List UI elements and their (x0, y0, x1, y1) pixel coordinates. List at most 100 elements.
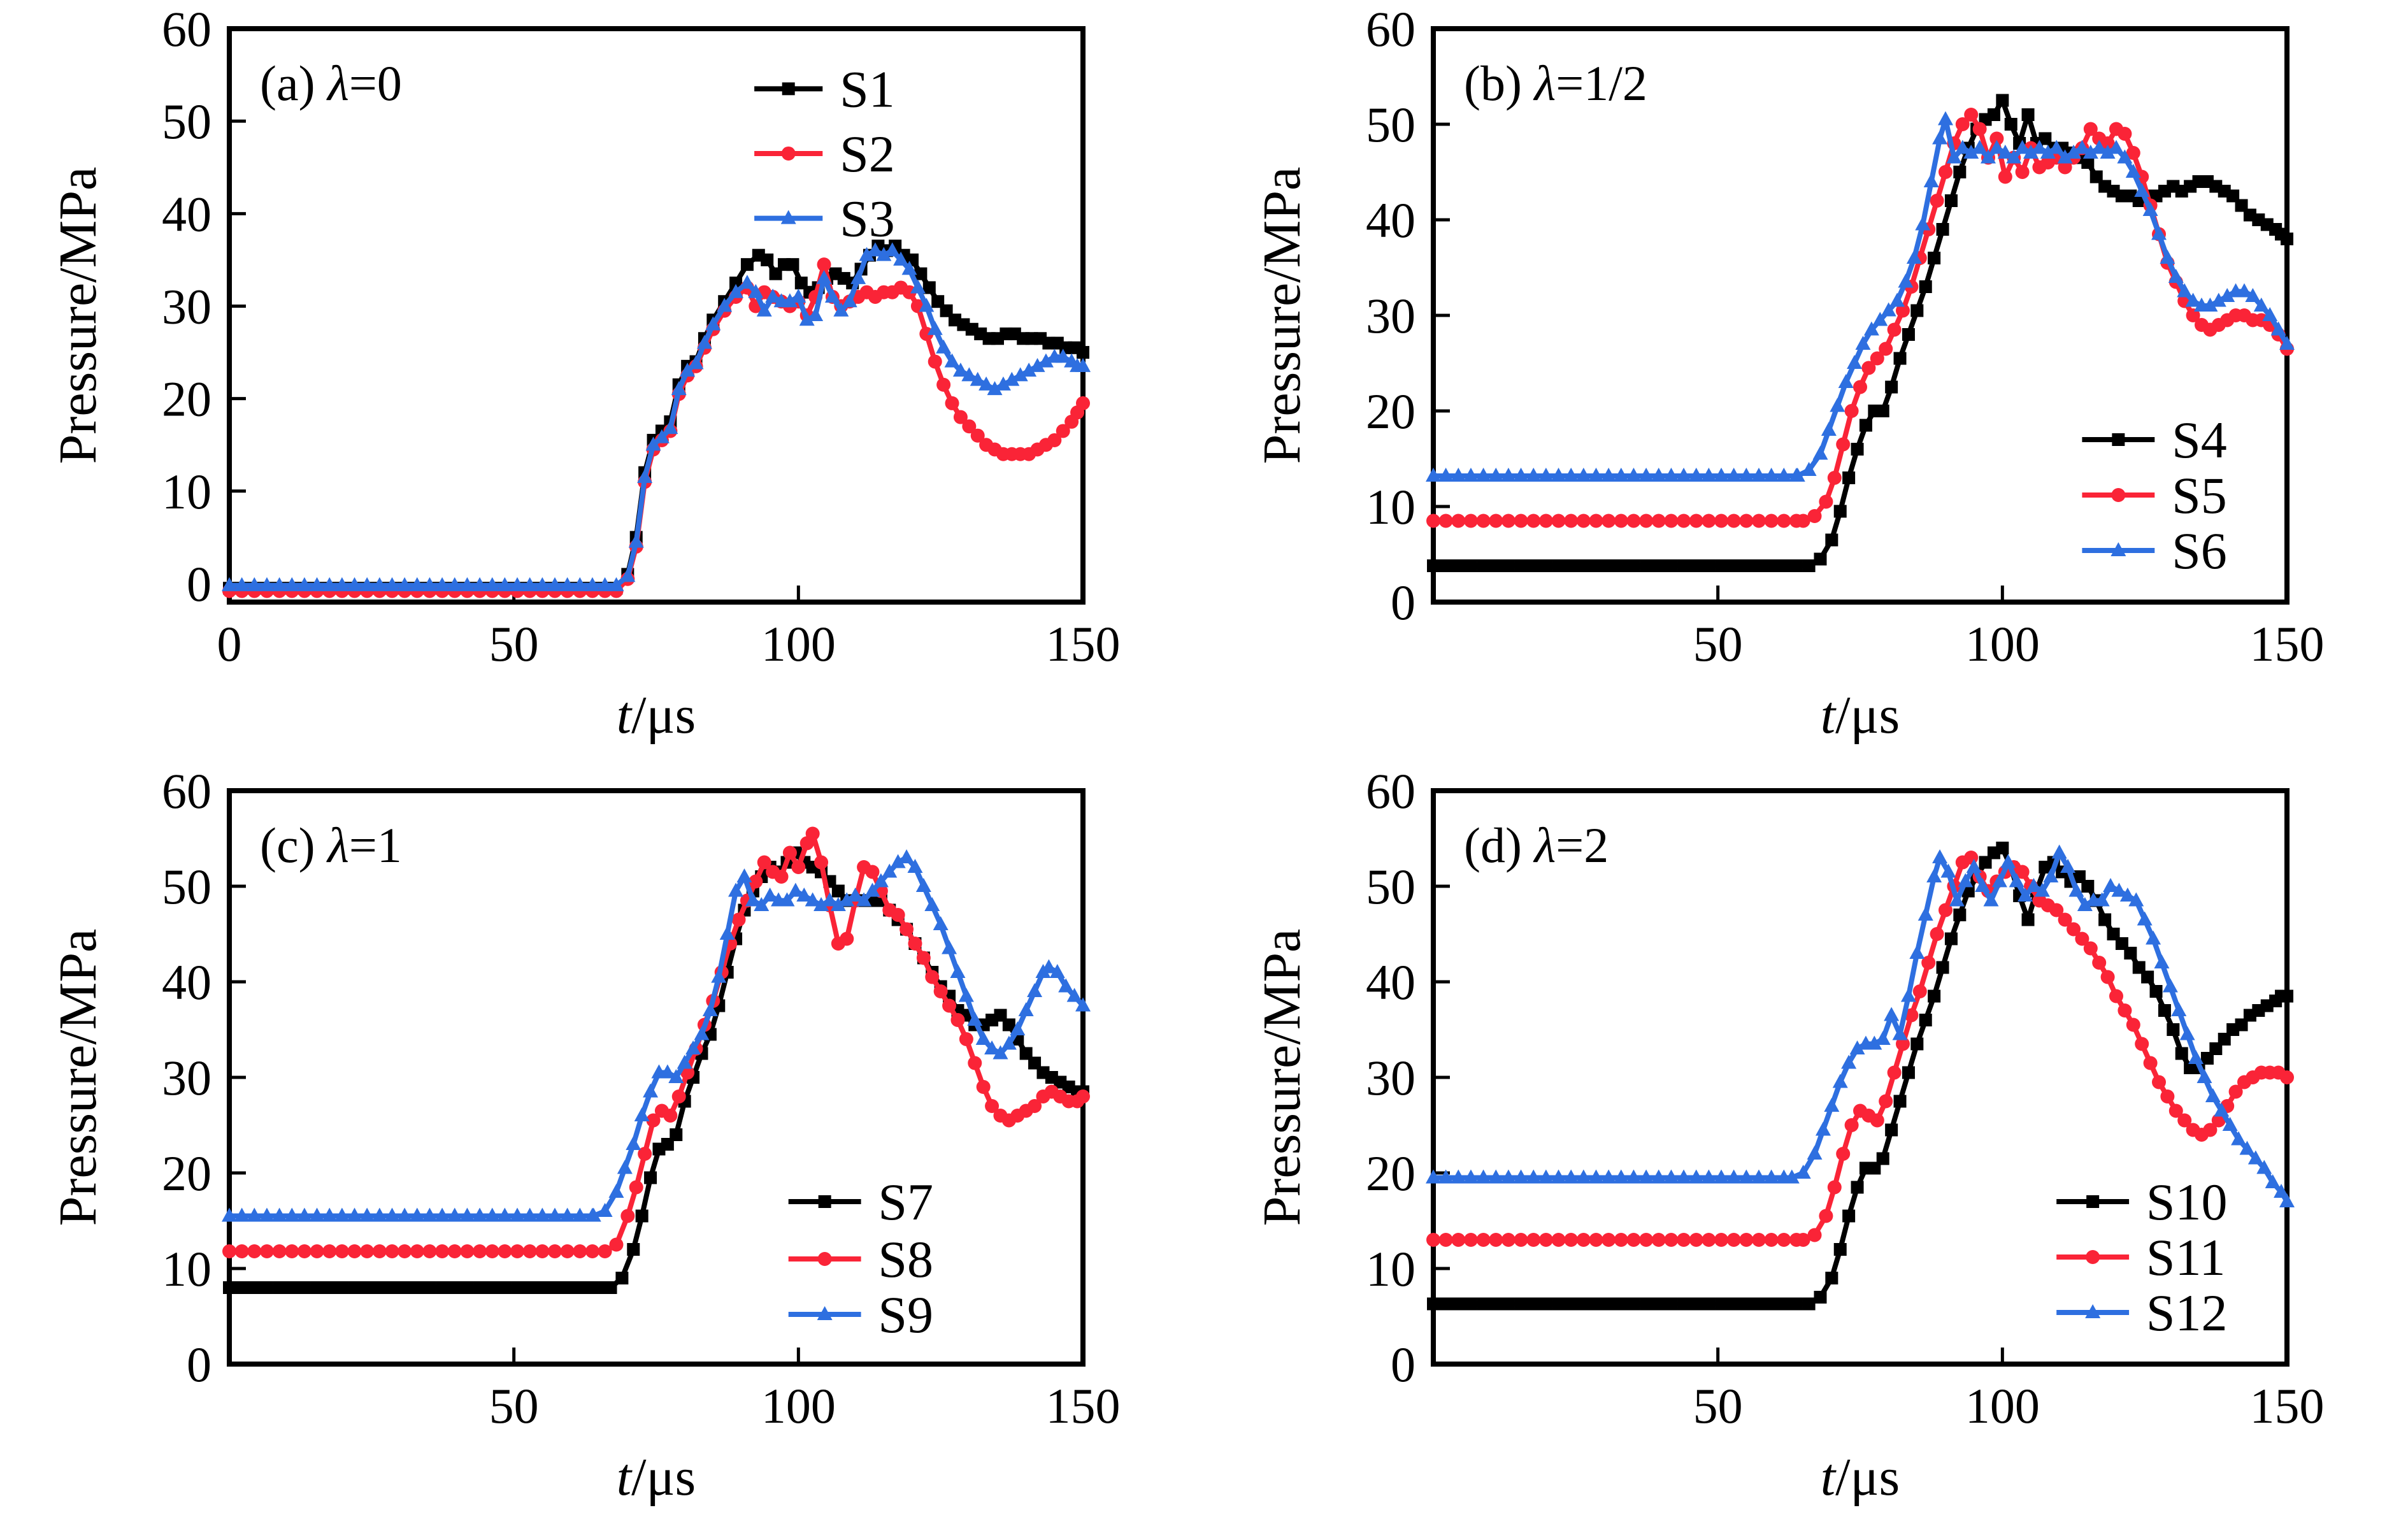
marker-triangle (1940, 863, 1956, 878)
y-tick-label: 40 (1366, 954, 1415, 1010)
marker-triangle (1588, 468, 1604, 482)
marker-square (1825, 533, 1838, 547)
marker-square (1589, 559, 1603, 572)
series-line-S6 (1431, 117, 2290, 478)
marker-triangle (2014, 140, 2030, 154)
marker-circle (1076, 396, 1090, 410)
marker-triangle (685, 1040, 701, 1054)
y-tick-label: 40 (1366, 192, 1415, 248)
marker-square (1602, 1297, 1616, 1311)
marker-circle (2228, 1084, 2243, 1099)
panel-title: (b) λ=1/2 (1464, 55, 1647, 111)
marker-triangle (748, 284, 764, 298)
marker-triangle (2103, 878, 2119, 892)
marker-triangle (2119, 888, 2135, 902)
marker-triangle (978, 376, 994, 391)
marker-circle (535, 1244, 550, 1258)
marker-circle (1501, 1233, 1516, 1247)
marker-circle (1526, 1233, 1541, 1247)
marker-triangle (765, 288, 781, 303)
series-line-S8 (227, 831, 1086, 1254)
chart-a-canvas: 0 10 20 30 40 50 60 0 50 100 150 Pressure/MPa t/μs (a… (48, 1, 1121, 745)
marker-triangle (1763, 468, 1779, 482)
marker-triangle (234, 1207, 250, 1222)
x-tick-label: 150 (1046, 1378, 1121, 1434)
marker-circle (2135, 1037, 2149, 1051)
marker-triangle (259, 577, 275, 591)
marker-square (2167, 1023, 2180, 1036)
marker-triangle (756, 302, 772, 317)
marker-triangle (1638, 1169, 1654, 1184)
marker-circle (814, 855, 829, 870)
legend-item-S3: S3 (754, 190, 895, 248)
marker-circle (334, 1244, 349, 1258)
marker-triangle (919, 298, 935, 312)
marker-triangle (1055, 349, 1071, 363)
marker-circle (1930, 194, 1944, 208)
marker-triangle (1626, 468, 1642, 482)
marker-circle (1777, 514, 1791, 528)
marker-square (2098, 913, 2112, 926)
marker-triangle (2074, 140, 2090, 154)
marker-triangle (1029, 357, 1045, 372)
marker-circle (1972, 122, 1987, 136)
marker-square (310, 1281, 324, 1294)
marker-circle (985, 1099, 1000, 1113)
marker-triangle (1981, 149, 1996, 164)
x-tick-label: 150 (2250, 1378, 2325, 1434)
marker-circle (498, 1244, 512, 1258)
marker-triangle (1438, 1169, 1454, 1184)
marker-triangle (1538, 1169, 1554, 1184)
marker-triangle (2057, 149, 2073, 164)
marker-circle (782, 845, 797, 860)
marker-circle (1639, 514, 1654, 528)
marker-square (1825, 1272, 1838, 1284)
marker-square (2124, 947, 2137, 960)
marker-triangle (1526, 1169, 1542, 1184)
marker-circle (933, 984, 948, 998)
marker-triangle (787, 882, 803, 897)
marker-square (1439, 559, 1452, 572)
y-axis-title: Pressure/MPa (48, 167, 108, 464)
y-tick-label: 30 (1366, 1050, 1415, 1105)
marker-triangle (2274, 1184, 2290, 1198)
marker-triangle (808, 307, 824, 321)
marker-circle (410, 1244, 424, 1258)
marker-triangle (719, 926, 735, 940)
marker-square (1833, 1243, 1847, 1256)
marker-triangle (637, 469, 653, 484)
marker-circle (1589, 1233, 1603, 1247)
marker-circle (1426, 1233, 1440, 1247)
marker-triangle (2270, 321, 2286, 336)
marker-circle (1726, 1233, 1741, 1247)
marker-triangle (2051, 844, 2067, 859)
marker-triangle (736, 868, 752, 882)
marker-triangle (817, 1306, 833, 1320)
marker-triangle (864, 882, 880, 897)
marker-triangle (1488, 468, 1504, 482)
marker-circle (473, 1244, 487, 1258)
marker-triangle (1500, 468, 1516, 482)
marker-circle (1451, 514, 1466, 528)
legend-label: S6 (2172, 522, 2227, 580)
marker-circle (840, 931, 854, 946)
marker-triangle (663, 420, 678, 435)
marker-square (1715, 1297, 1728, 1311)
marker-triangle (296, 577, 312, 591)
legend-item-S10: S10 (2056, 1173, 2228, 1231)
marker-triangle (2171, 1002, 2187, 1016)
marker-triangle (2177, 283, 2193, 298)
marker-triangle (1884, 1007, 1900, 1021)
marker-circle (360, 1244, 375, 1258)
marker-circle (2126, 1017, 2140, 1032)
marker-triangle (2279, 1193, 2295, 1207)
marker-square (1842, 471, 1856, 484)
y-tick-label: 50 (162, 94, 211, 149)
marker-square (485, 1281, 499, 1294)
marker-square (1552, 559, 1565, 572)
marker-triangle (1900, 988, 1916, 1002)
marker-circle (1764, 514, 1779, 528)
marker-circle (908, 937, 922, 951)
y-tick-label: 60 (1366, 763, 1415, 819)
legend-item-S11: S11 (2056, 1228, 2225, 1286)
